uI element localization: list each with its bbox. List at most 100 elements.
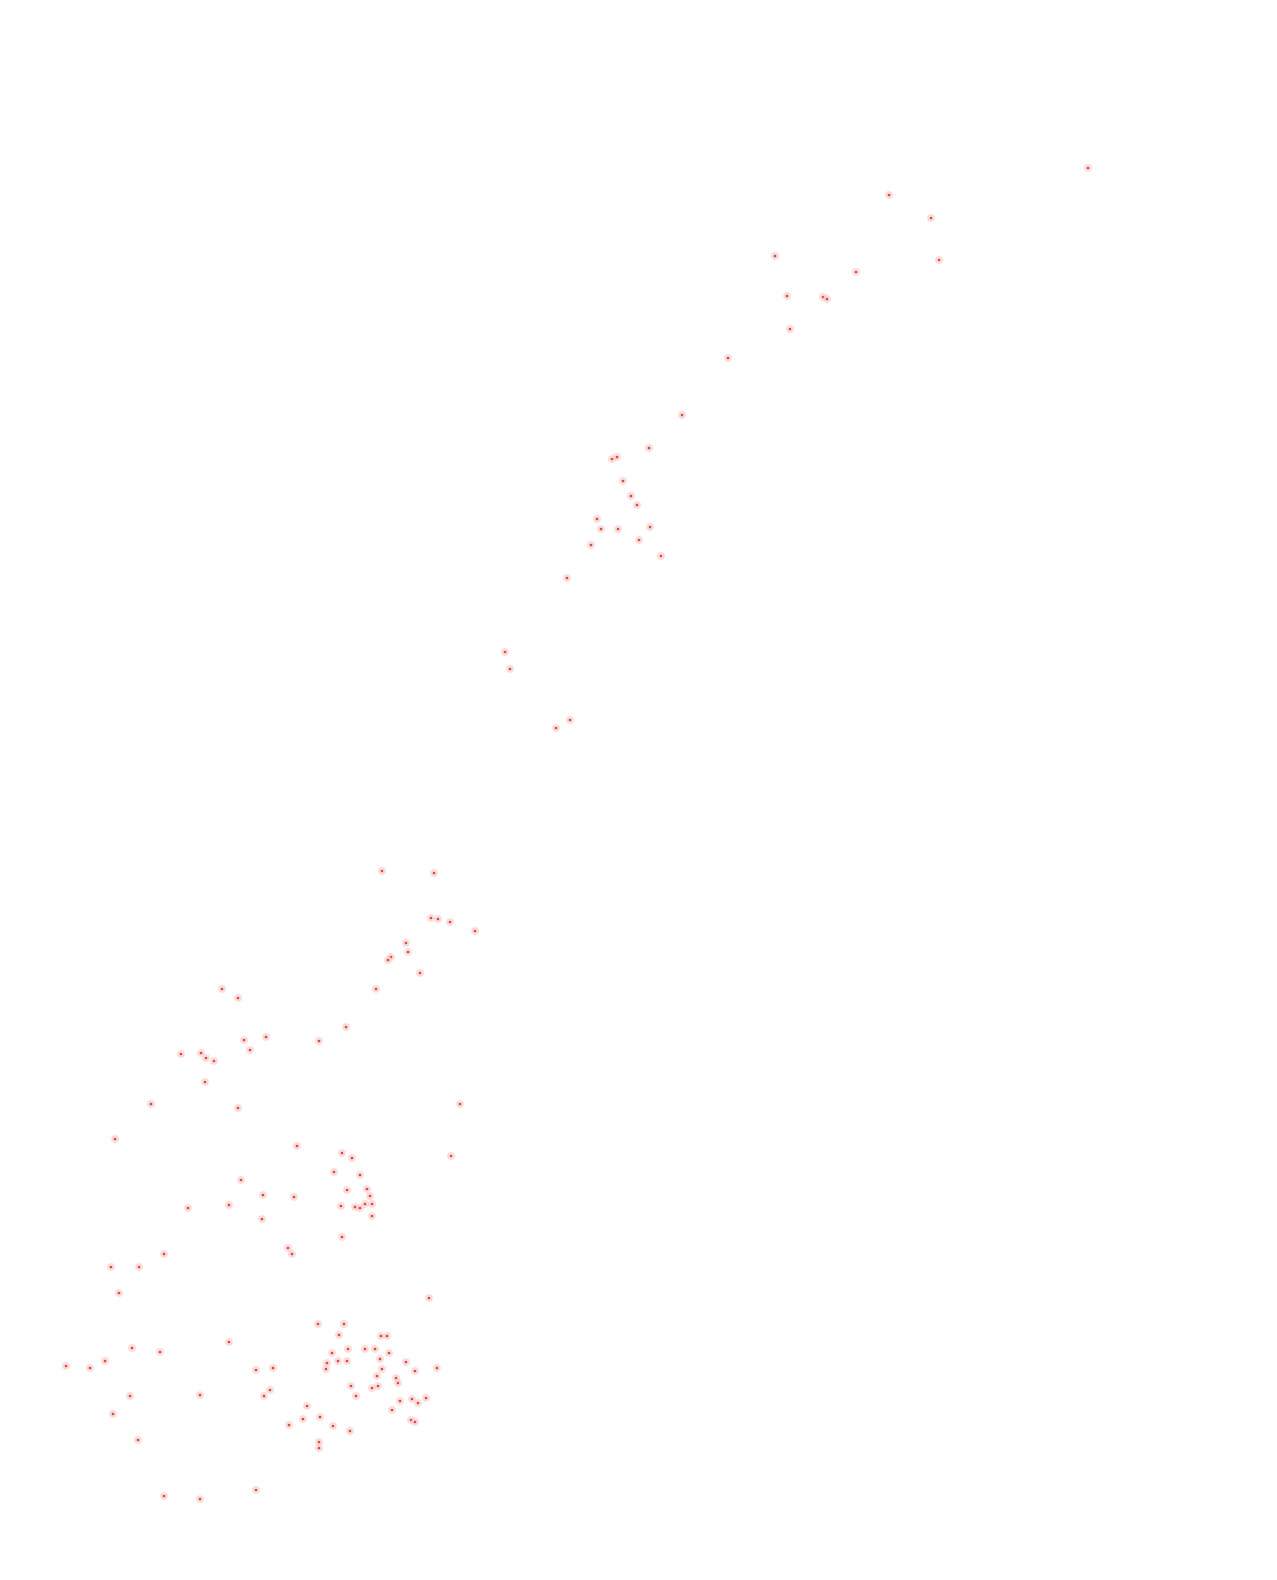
map-marker[interactable] bbox=[404, 948, 412, 956]
map-marker[interactable] bbox=[288, 1250, 296, 1258]
map-marker[interactable] bbox=[378, 867, 386, 875]
map-marker[interactable] bbox=[109, 1410, 117, 1418]
map-marker[interactable] bbox=[368, 1384, 376, 1392]
map-marker[interactable] bbox=[376, 1355, 384, 1363]
map-marker[interactable] bbox=[225, 1338, 233, 1346]
map-marker[interactable] bbox=[394, 1379, 402, 1387]
map-marker[interactable] bbox=[368, 1212, 376, 1220]
map-marker[interactable] bbox=[363, 1185, 371, 1193]
map-marker[interactable] bbox=[383, 1332, 391, 1340]
map-marker[interactable] bbox=[299, 1415, 307, 1423]
map-marker[interactable] bbox=[330, 1168, 338, 1176]
map-marker[interactable] bbox=[645, 444, 653, 452]
map-marker[interactable] bbox=[234, 1104, 242, 1112]
map-marker[interactable] bbox=[408, 1395, 416, 1403]
map-marker[interactable] bbox=[135, 1263, 143, 1271]
map-marker[interactable] bbox=[372, 985, 380, 993]
map-marker[interactable] bbox=[338, 1233, 346, 1241]
map-marker[interactable] bbox=[328, 1349, 336, 1357]
map-marker[interactable] bbox=[290, 1193, 298, 1201]
map-marker[interactable] bbox=[160, 1250, 168, 1258]
map-marker[interactable] bbox=[614, 525, 622, 533]
map-marker[interactable] bbox=[314, 1320, 322, 1328]
map-marker[interactable] bbox=[344, 1345, 352, 1353]
map-marker[interactable] bbox=[107, 1263, 115, 1271]
map-marker[interactable] bbox=[361, 1345, 369, 1353]
map-marker[interactable] bbox=[111, 1135, 119, 1143]
map-marker[interactable] bbox=[259, 1191, 267, 1199]
map-marker[interactable] bbox=[262, 1033, 270, 1041]
map-marker[interactable] bbox=[373, 1372, 381, 1380]
map-marker[interactable] bbox=[402, 1358, 410, 1366]
map-marker[interactable] bbox=[156, 1348, 164, 1356]
map-marker[interactable] bbox=[425, 1294, 433, 1302]
map-marker[interactable] bbox=[627, 492, 635, 500]
map-marker[interactable] bbox=[134, 1436, 142, 1444]
map-marker[interactable] bbox=[346, 1427, 354, 1435]
map-marker[interactable] bbox=[315, 1444, 323, 1452]
map-marker[interactable] bbox=[427, 914, 435, 922]
map-marker[interactable] bbox=[613, 453, 621, 461]
map-marker[interactable] bbox=[252, 1366, 260, 1374]
map-marker[interactable] bbox=[337, 1202, 345, 1210]
map-marker[interactable] bbox=[210, 1057, 218, 1065]
map-marker[interactable] bbox=[434, 915, 442, 923]
map-marker[interactable] bbox=[343, 1357, 351, 1365]
map-marker[interactable] bbox=[724, 354, 732, 362]
map-marker[interactable] bbox=[338, 1149, 346, 1157]
map-marker[interactable] bbox=[115, 1289, 123, 1297]
map-marker[interactable] bbox=[316, 1413, 324, 1421]
map-marker[interactable] bbox=[433, 1364, 441, 1372]
map-marker[interactable] bbox=[342, 1023, 350, 1031]
map-marker[interactable] bbox=[293, 1142, 301, 1150]
map-marker[interactable] bbox=[266, 1386, 274, 1394]
map-marker[interactable] bbox=[329, 1422, 337, 1430]
map-marker[interactable] bbox=[447, 1152, 455, 1160]
map-marker[interactable] bbox=[246, 1046, 254, 1054]
map-marker[interactable] bbox=[348, 1154, 356, 1162]
map-marker[interactable] bbox=[414, 1399, 422, 1407]
map-marker[interactable] bbox=[506, 665, 514, 673]
map-marker[interactable] bbox=[402, 939, 410, 947]
map-marker[interactable] bbox=[201, 1078, 209, 1086]
map-marker[interactable] bbox=[411, 1418, 419, 1426]
map-marker[interactable] bbox=[771, 252, 779, 260]
map-marker[interactable] bbox=[396, 1397, 404, 1405]
map-marker[interactable] bbox=[347, 1382, 355, 1390]
map-marker[interactable] bbox=[823, 295, 831, 303]
map-marker[interactable] bbox=[587, 541, 595, 549]
map-marker[interactable] bbox=[501, 648, 509, 656]
map-marker[interactable] bbox=[62, 1362, 70, 1370]
map-marker[interactable] bbox=[197, 1049, 205, 1057]
map-marker[interactable] bbox=[202, 1054, 210, 1062]
map-marker[interactable] bbox=[184, 1204, 192, 1212]
map-marker[interactable] bbox=[456, 1100, 464, 1108]
map-marker[interactable] bbox=[340, 1320, 348, 1328]
map-marker[interactable] bbox=[377, 1332, 385, 1340]
map-marker[interactable] bbox=[446, 918, 454, 926]
map-marker[interactable] bbox=[471, 927, 479, 935]
map-marker[interactable] bbox=[343, 1186, 351, 1194]
map-marker[interactable] bbox=[196, 1495, 204, 1503]
map-marker[interactable] bbox=[635, 536, 643, 544]
map-marker[interactable] bbox=[368, 1200, 376, 1208]
map-marker[interactable] bbox=[269, 1364, 277, 1372]
map-marker[interactable] bbox=[303, 1402, 311, 1410]
map-marker[interactable] bbox=[378, 1365, 386, 1373]
map-marker[interactable] bbox=[1084, 164, 1092, 172]
map-marker[interactable] bbox=[852, 268, 860, 276]
map-marker[interactable] bbox=[563, 574, 571, 582]
map-marker[interactable] bbox=[86, 1364, 94, 1372]
map-marker[interactable] bbox=[384, 956, 392, 964]
map-marker[interactable] bbox=[646, 523, 654, 531]
map-marker[interactable] bbox=[786, 325, 794, 333]
map-marker[interactable] bbox=[240, 1036, 248, 1044]
map-marker[interactable] bbox=[260, 1392, 268, 1400]
map-marker[interactable] bbox=[315, 1438, 323, 1446]
map-marker[interactable] bbox=[885, 191, 893, 199]
map-marker[interactable] bbox=[356, 1171, 364, 1179]
map-marker[interactable] bbox=[323, 1359, 331, 1367]
map-marker[interactable] bbox=[597, 525, 605, 533]
map-marker[interactable] bbox=[196, 1391, 204, 1399]
map-marker[interactable] bbox=[678, 411, 686, 419]
